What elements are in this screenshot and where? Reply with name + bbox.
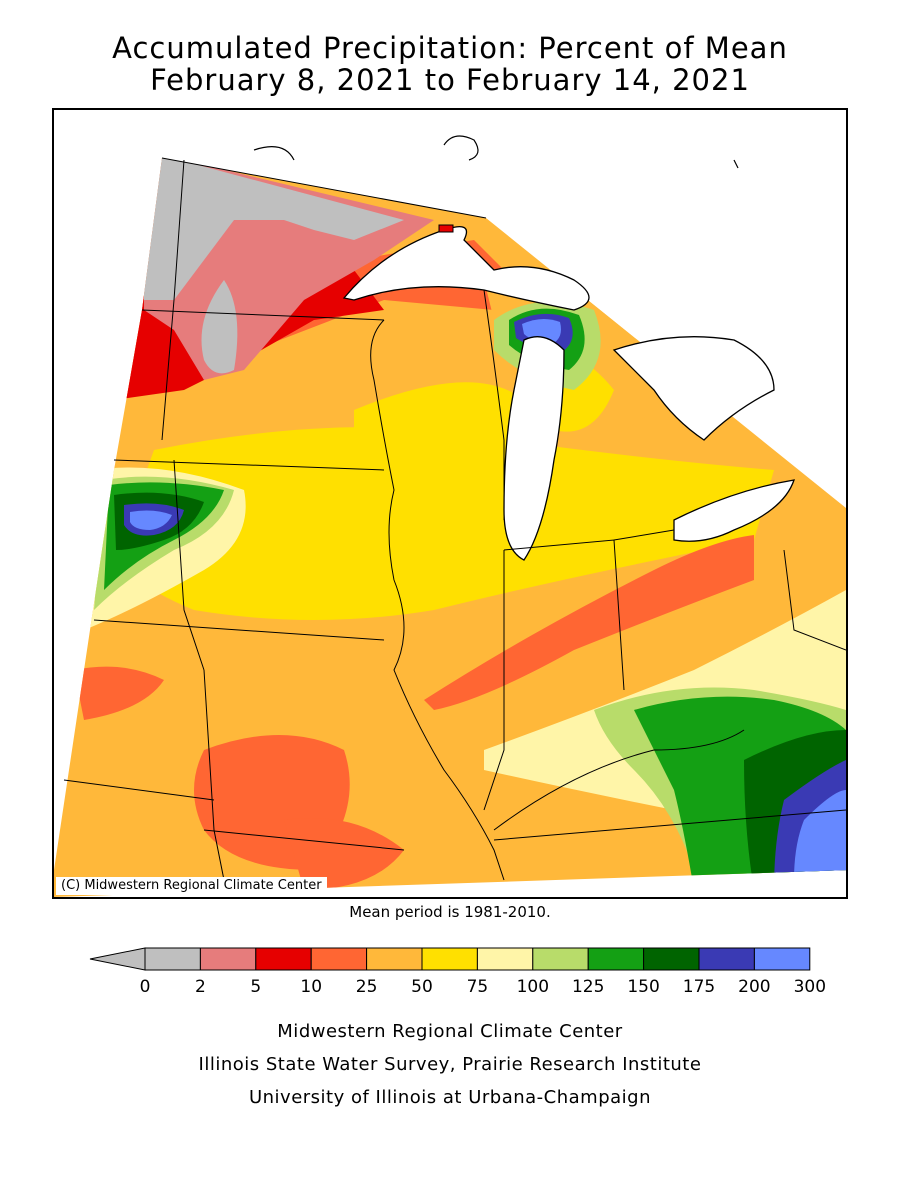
field-orange-red-ar — [284, 818, 404, 890]
lake-huron — [612, 336, 775, 441]
field-yellow-wi — [354, 382, 524, 532]
field-blue-east — [794, 790, 846, 880]
border-ks-mo-north — [93, 619, 385, 641]
border-ky-north — [493, 729, 745, 831]
border-mn-ia-north — [141, 309, 385, 321]
coast-isle-royale-region — [443, 135, 479, 161]
legend-tick-label: 50 — [411, 977, 433, 997]
legend-swatch — [532, 947, 589, 971]
legend-tick-label: 125 — [572, 977, 604, 997]
border-sd-ne — [113, 459, 385, 471]
precipitation-map: (C) Midwestern Regional Climate Center — [52, 108, 848, 899]
border-tn-ky — [493, 809, 846, 841]
isle-royale-mark — [438, 224, 454, 233]
legend-tick-label: 2 — [195, 977, 206, 997]
legend-arrow-below-zero — [89, 947, 146, 971]
legend-swatch — [144, 947, 201, 971]
state-borders — [63, 157, 846, 881]
legend-swatch — [643, 947, 700, 971]
legend-swatch — [587, 947, 645, 971]
credit-mrcc: Midwestern Regional Climate Center — [277, 1021, 623, 1042]
legend-swatch — [310, 947, 368, 971]
field-orange-red-ks — [74, 666, 164, 720]
border-wi-mi — [483, 289, 505, 520]
border-ks-mo — [203, 669, 225, 881]
border-canada — [161, 157, 487, 219]
great-lakes — [342, 226, 795, 561]
border-mi-oh — [613, 529, 675, 541]
legend-tick-label: 0 — [140, 977, 151, 997]
border-ne-ia — [173, 459, 205, 671]
map-copyright: (C) Midwestern Regional Climate Center — [56, 877, 327, 895]
legend-swatch — [476, 947, 534, 971]
legend-swatch — [255, 947, 312, 971]
mean-period-note: Mean period is 1981-2010. — [349, 903, 551, 921]
border-ar-mo — [203, 829, 405, 851]
legend-swatch — [199, 947, 257, 971]
credit-uiuc: University of Illinois at Urbana-Champai… — [248, 1087, 652, 1108]
legend-swatch — [753, 947, 811, 971]
canada-coastline — [253, 135, 739, 169]
legend-color-boxes — [89, 947, 811, 971]
legend-tick-label: 25 — [356, 977, 378, 997]
border-oh-pa — [783, 549, 846, 651]
legend-tick-label: 150 — [627, 977, 659, 997]
border-mississippi — [370, 319, 505, 881]
lake-michigan — [503, 336, 565, 561]
legend-swatch — [366, 947, 423, 971]
border-il-in — [483, 550, 505, 811]
border-nd-mn — [161, 159, 185, 441]
legend-tick-label: 75 — [467, 977, 489, 997]
legend-tick-label: 10 — [300, 977, 322, 997]
color-legend: 0 2 5 10 25 50 75 100 125 150 175 200 300 — [89, 947, 826, 997]
lake-superior — [342, 226, 590, 311]
coast-speck — [733, 159, 739, 169]
field-orange-red-oh — [424, 535, 754, 710]
coast-lake-of-woods — [253, 146, 295, 161]
field-blue-ne — [130, 510, 172, 530]
map-title-line2: February 8, 2021 to February 14, 2021 — [150, 63, 750, 97]
legend-labels: 0 2 5 10 25 50 75 100 125 150 175 200 300 — [140, 977, 826, 997]
credit-isws: Illinois State Water Survey, Prairie Res… — [198, 1054, 702, 1075]
field-gray-pocket — [201, 280, 238, 374]
map-canvas — [54, 135, 846, 897]
legend-tick-label: 100 — [517, 977, 549, 997]
legend-tick-label: 175 — [683, 977, 715, 997]
legend-tick-label: 300 — [794, 977, 826, 997]
map-title-line1: Accumulated Precipitation: Percent of Me… — [112, 31, 788, 65]
legend-swatch — [698, 947, 755, 971]
lake-erie — [673, 479, 795, 542]
legend-tick-label: 200 — [738, 977, 770, 997]
border-ok-ks — [63, 779, 215, 801]
legend-swatch — [421, 947, 478, 971]
field-gray-north — [142, 158, 404, 300]
legend-tick-label: 5 — [250, 977, 261, 997]
